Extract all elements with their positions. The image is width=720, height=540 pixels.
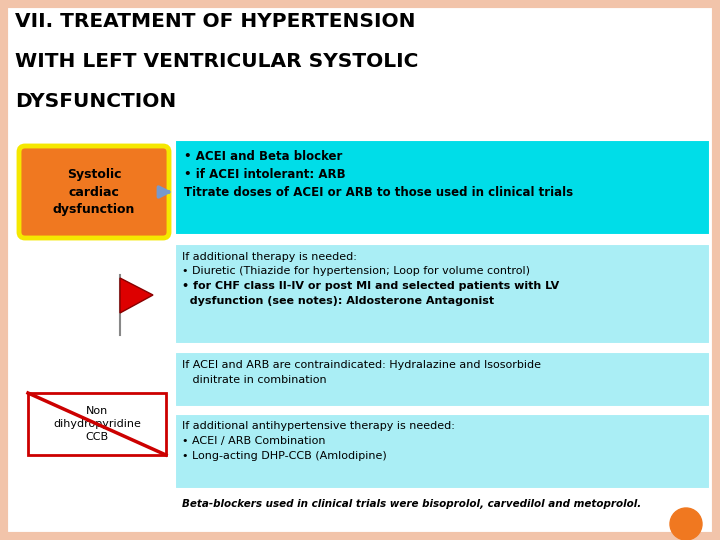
Text: dinitrate in combination: dinitrate in combination <box>182 375 327 385</box>
FancyBboxPatch shape <box>175 414 710 489</box>
FancyBboxPatch shape <box>6 6 714 534</box>
Text: • Long-acting DHP-CCB (Amlodipine): • Long-acting DHP-CCB (Amlodipine) <box>182 451 387 461</box>
Text: • for CHF class II-IV or post MI and selected patients with LV: • for CHF class II-IV or post MI and sel… <box>182 281 559 291</box>
FancyBboxPatch shape <box>175 244 710 344</box>
Text: Titrate doses of ACEI or ARB to those used in clinical trials: Titrate doses of ACEI or ARB to those us… <box>184 186 573 199</box>
Text: • ACEI and Beta blocker: • ACEI and Beta blocker <box>184 150 343 163</box>
Text: VII. TREATMENT OF HYPERTENSION: VII. TREATMENT OF HYPERTENSION <box>15 12 415 31</box>
FancyBboxPatch shape <box>175 140 710 235</box>
Text: Beta-blockers used in clinical trials were bisoprolol, carvedilol and metoprolol: Beta-blockers used in clinical trials we… <box>182 499 642 509</box>
FancyBboxPatch shape <box>28 393 166 455</box>
Text: • ACEI / ARB Combination: • ACEI / ARB Combination <box>182 436 325 446</box>
FancyBboxPatch shape <box>175 352 710 407</box>
Text: DYSFUNCTION: DYSFUNCTION <box>15 92 176 111</box>
Text: • Diuretic (Thiazide for hypertension; Loop for volume control): • Diuretic (Thiazide for hypertension; L… <box>182 266 530 276</box>
Text: If additional antihypertensive therapy is needed:: If additional antihypertensive therapy i… <box>182 421 455 431</box>
Text: WITH LEFT VENTRICULAR SYSTOLIC: WITH LEFT VENTRICULAR SYSTOLIC <box>15 52 418 71</box>
Text: Non
dihydropyridine
CCB: Non dihydropyridine CCB <box>53 406 141 442</box>
Polygon shape <box>120 278 153 313</box>
Circle shape <box>670 508 702 540</box>
Text: Systolic
cardiac
dysfunction: Systolic cardiac dysfunction <box>53 168 135 216</box>
Text: dysfunction (see notes): Aldosterone Antagonist: dysfunction (see notes): Aldosterone Ant… <box>182 296 494 306</box>
FancyBboxPatch shape <box>19 146 169 238</box>
Text: If ACEI and ARB are contraindicated: Hydralazine and Isosorbide: If ACEI and ARB are contraindicated: Hyd… <box>182 360 541 370</box>
Text: If additional therapy is needed:: If additional therapy is needed: <box>182 252 357 262</box>
Text: • if ACEI intolerant: ARB: • if ACEI intolerant: ARB <box>184 168 346 181</box>
